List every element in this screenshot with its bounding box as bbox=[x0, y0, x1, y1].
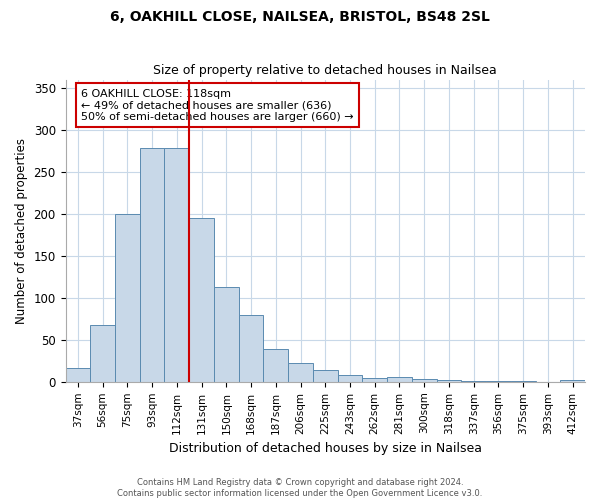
Bar bbox=[140, 148, 164, 382]
Bar bbox=[164, 148, 189, 382]
Bar bbox=[437, 380, 461, 382]
Bar bbox=[65, 368, 90, 382]
Bar bbox=[412, 380, 437, 382]
Title: Size of property relative to detached houses in Nailsea: Size of property relative to detached ho… bbox=[154, 64, 497, 77]
Bar bbox=[387, 377, 412, 382]
Bar bbox=[263, 349, 288, 382]
Bar bbox=[214, 287, 239, 382]
Bar bbox=[288, 362, 313, 382]
Bar bbox=[90, 324, 115, 382]
Bar bbox=[486, 381, 511, 382]
Bar bbox=[338, 375, 362, 382]
Bar bbox=[239, 316, 263, 382]
Bar bbox=[560, 380, 585, 382]
Bar bbox=[189, 218, 214, 382]
Bar bbox=[461, 381, 486, 382]
Text: 6 OAKHILL CLOSE: 118sqm
← 49% of detached houses are smaller (636)
50% of semi-d: 6 OAKHILL CLOSE: 118sqm ← 49% of detache… bbox=[81, 88, 354, 122]
Y-axis label: Number of detached properties: Number of detached properties bbox=[15, 138, 28, 324]
Text: Contains HM Land Registry data © Crown copyright and database right 2024.
Contai: Contains HM Land Registry data © Crown c… bbox=[118, 478, 482, 498]
Bar bbox=[313, 370, 338, 382]
Text: 6, OAKHILL CLOSE, NAILSEA, BRISTOL, BS48 2SL: 6, OAKHILL CLOSE, NAILSEA, BRISTOL, BS48… bbox=[110, 10, 490, 24]
Bar bbox=[115, 214, 140, 382]
Bar bbox=[362, 378, 387, 382]
Bar bbox=[511, 381, 536, 382]
X-axis label: Distribution of detached houses by size in Nailsea: Distribution of detached houses by size … bbox=[169, 442, 482, 455]
